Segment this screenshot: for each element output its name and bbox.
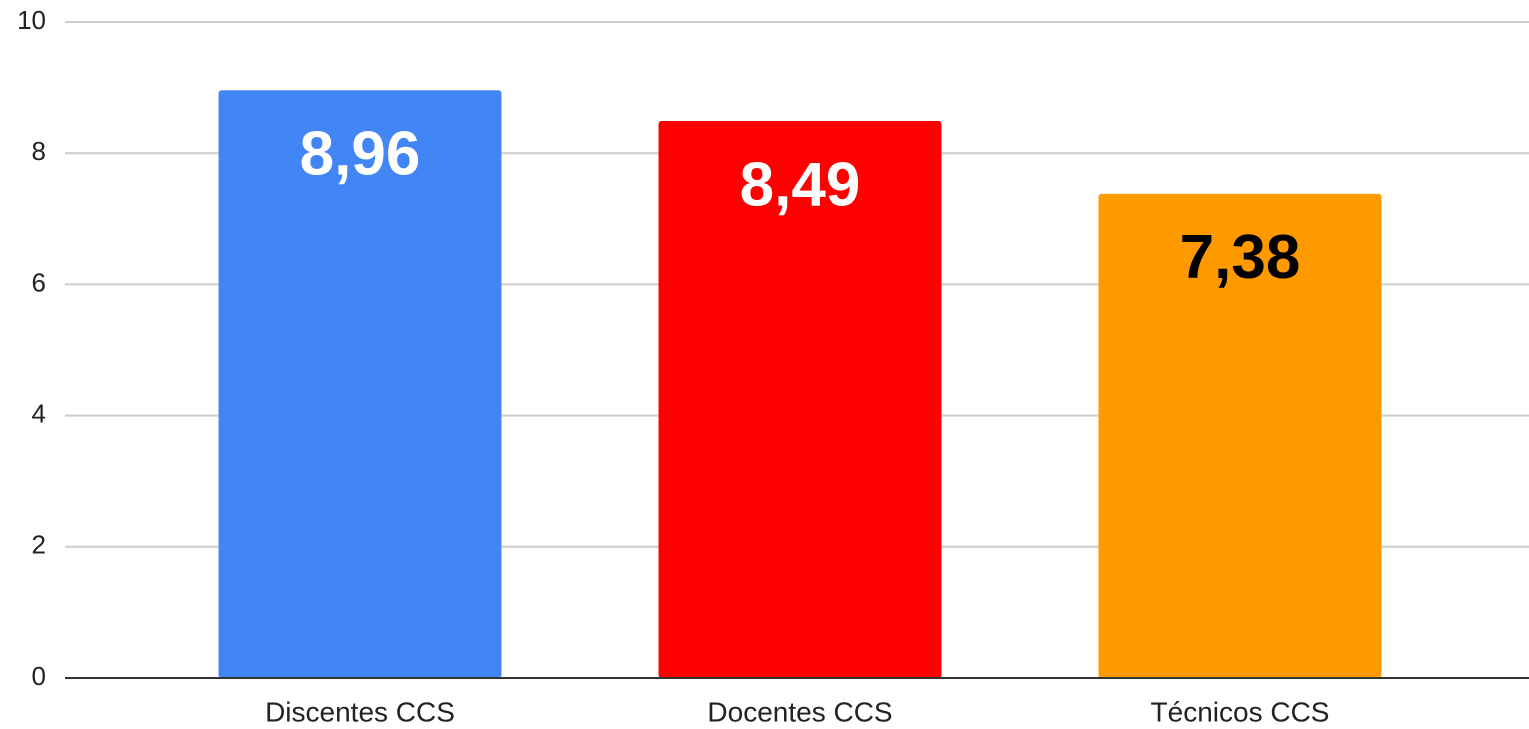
value-label: 7,38 [1180, 223, 1301, 292]
x-tick-label: Discentes CCS [265, 696, 455, 727]
y-tick-label: 6 [32, 267, 46, 297]
y-tick-label: 10 [17, 5, 46, 35]
x-tick-label: Docentes CCS [707, 696, 892, 727]
y-tick-label: 2 [32, 530, 46, 560]
x-tick-label: Técnicos CCS [1151, 696, 1330, 727]
y-tick-label: 0 [32, 661, 46, 691]
bar [218, 90, 502, 678]
bar [1098, 193, 1382, 678]
y-tick-label: 8 [32, 136, 46, 166]
bar [658, 121, 942, 678]
value-label: 8,49 [740, 150, 861, 219]
value-label: 8,96 [300, 120, 421, 189]
y-tick-label: 4 [32, 398, 46, 428]
